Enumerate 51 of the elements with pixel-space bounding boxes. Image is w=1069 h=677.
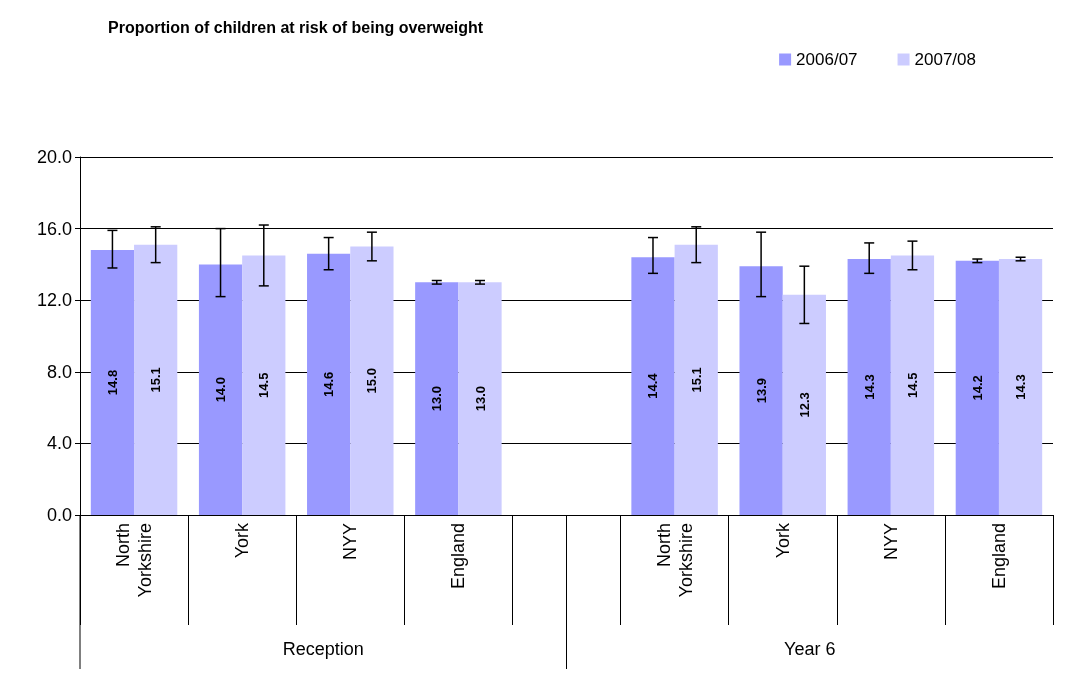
legend-label: 2007/08 xyxy=(914,50,976,69)
data-label: 14.5 xyxy=(256,372,272,398)
data-label: 13.9 xyxy=(753,377,769,404)
y-tick-label: 0.0 xyxy=(46,505,72,525)
data-label: 12.3 xyxy=(796,392,812,418)
data-label: 14.3 xyxy=(1013,374,1029,400)
x-tick-label: North Yorkshire xyxy=(113,523,156,598)
bar xyxy=(782,294,826,515)
chart-title: Proportion of children at risk of being overweight xyxy=(108,18,484,36)
x-tick-label: NYY xyxy=(880,523,901,561)
bar xyxy=(198,264,243,515)
data-label: 14.2 xyxy=(969,375,985,401)
x-tick-label: North Yorkshire xyxy=(653,523,696,598)
x-tick-label: England xyxy=(988,523,1009,590)
bar xyxy=(890,255,935,515)
y-tick-label: 4.0 xyxy=(46,433,72,454)
x-tick-label: England xyxy=(448,523,469,590)
bar xyxy=(90,250,135,515)
bar xyxy=(415,282,459,515)
bar xyxy=(307,253,351,515)
y-tick-label: 16.0 xyxy=(36,218,72,239)
bar xyxy=(134,244,178,515)
bar xyxy=(350,246,394,515)
text: Year 6 xyxy=(784,639,836,659)
data-label: 15.0 xyxy=(364,368,380,394)
bar xyxy=(955,260,999,515)
data-label: 14.3 xyxy=(861,374,877,400)
x-tick-label: York xyxy=(232,522,253,559)
bar xyxy=(242,255,286,515)
bar xyxy=(847,259,891,515)
data-label: 14.5 xyxy=(904,372,920,398)
y-tick-label: 20.0 xyxy=(36,147,72,167)
data-label: 15.1 xyxy=(148,367,164,393)
bar xyxy=(458,282,502,515)
data-label: 13.0 xyxy=(429,385,445,412)
data-label: 14.0 xyxy=(213,377,229,403)
bar xyxy=(998,259,1043,515)
bar xyxy=(739,266,783,515)
x-tick-label: NYY xyxy=(340,523,361,561)
data-label: 14.4 xyxy=(645,372,661,399)
text: Reception xyxy=(282,639,364,659)
data-label: 14.6 xyxy=(321,371,337,397)
x-tick-label: York xyxy=(772,522,793,559)
bar xyxy=(674,244,718,515)
y-tick-label: 12.0 xyxy=(36,290,72,311)
y-tick-label: 8.0 xyxy=(46,361,72,382)
data-label: 14.8 xyxy=(104,369,120,396)
data-label: 15.1 xyxy=(688,367,704,393)
legend-label: 2006/07 xyxy=(796,50,858,69)
data-label: 13.0 xyxy=(472,385,488,412)
bar xyxy=(631,257,675,515)
